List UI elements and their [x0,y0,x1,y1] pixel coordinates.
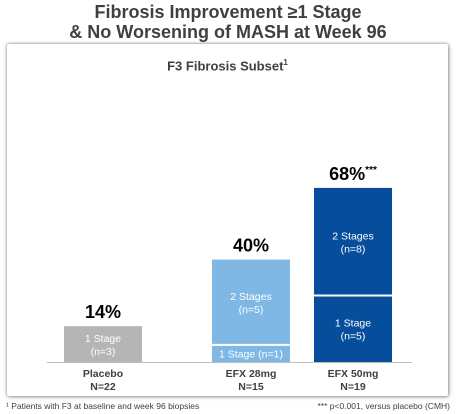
bar-segment-efx-28mg-1 [212,344,290,362]
total-label-placebo: 14% [85,302,121,322]
footnote-significance: *** p<0.001, versus placebo (CMH) [317,401,450,411]
subtitle-footnote-marker: 1 [283,58,288,67]
footnote-patients: ¹ Patients with F3 at baseline and week … [6,401,200,411]
title-line-2: & No Worsening of MASH at Week 96 [69,22,387,42]
bar-segment-efx-50mg-2 [314,187,392,296]
segment-label-efx-28mg-2: 2 Stages [230,291,271,303]
bar-segment-placebo-1 [64,326,142,362]
chart-subtitle: F3 Fibrosis Subset1 [7,58,448,73]
category-n-placebo: N=22 [90,381,116,393]
bar-segment-efx-28mg-2 [212,259,290,345]
category-n-efx-28mg: N=15 [238,381,264,393]
total-label-efx-50mg: 68%*** [329,164,377,184]
segment-label-efx-50mg-2: 2 Stages [332,231,373,243]
category-label-placebo: Placebo [83,368,123,380]
segment-label-placebo-1: 1 Stage [85,333,121,345]
subtitle-text: F3 Fibrosis Subset [167,58,284,74]
category-n-efx-50mg: N=19 [340,381,366,393]
segment-label-efx-28mg-1: 1 Stage (n=1) [219,348,283,360]
segment-n-efx-50mg-2: (n=8) [341,244,366,256]
bar-segment-efx-50mg-1 [314,295,392,362]
segment-n-placebo-1: (n=3) [91,346,116,358]
segment-n-efx-28mg-2: (n=5) [239,304,264,316]
chart-panel: F3 Fibrosis Subset1 1 Stage (n=3) 14% Place… [7,44,448,396]
category-label-efx-50mg: EFX 50mg [328,368,379,380]
segment-label-efx-50mg-1: 1 Stage [335,318,371,330]
total-label-efx-28mg: 40% [233,236,269,256]
significance-marker: *** [365,165,377,176]
title-line-1: Fibrosis Improvement ≥1 Stage [94,2,362,22]
category-label-efx-28mg: EFX 28mg [226,368,277,380]
chart-title: Fibrosis Improvement ≥1 Stage & No Worse… [0,2,456,42]
segment-n-efx-50mg-1: (n=5) [341,331,366,343]
